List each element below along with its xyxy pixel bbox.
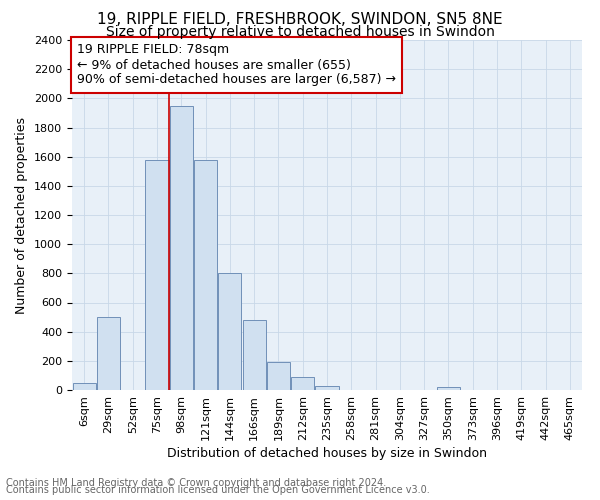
Text: Contains public sector information licensed under the Open Government Licence v3: Contains public sector information licen… (6, 485, 430, 495)
Bar (291, 377, 314, 390)
Text: 19, RIPPLE FIELD, FRESHBROOK, SWINDON, SN5 8NE: 19, RIPPLE FIELD, FRESHBROOK, SWINDON, S… (97, 12, 503, 28)
Bar (316, 386, 338, 390)
Bar (218, 274, 241, 390)
X-axis label: Distribution of detached houses by size in Swindon: Distribution of detached houses by size … (167, 447, 487, 460)
Bar (73, 382, 95, 390)
Bar (242, 320, 266, 390)
Bar (437, 387, 460, 390)
Y-axis label: Number of detached properties: Number of detached properties (16, 116, 28, 314)
Bar (267, 362, 290, 390)
Text: Contains HM Land Registry data © Crown copyright and database right 2024.: Contains HM Land Registry data © Crown c… (6, 478, 386, 488)
Text: 19 RIPPLE FIELD: 78sqm
← 9% of detached houses are smaller (655)
90% of semi-det: 19 RIPPLE FIELD: 78sqm ← 9% of detached … (77, 44, 396, 86)
Bar (194, 160, 217, 390)
Bar (145, 160, 169, 390)
Bar (97, 317, 120, 390)
Bar (170, 106, 193, 390)
Text: Size of property relative to detached houses in Swindon: Size of property relative to detached ho… (106, 25, 494, 39)
